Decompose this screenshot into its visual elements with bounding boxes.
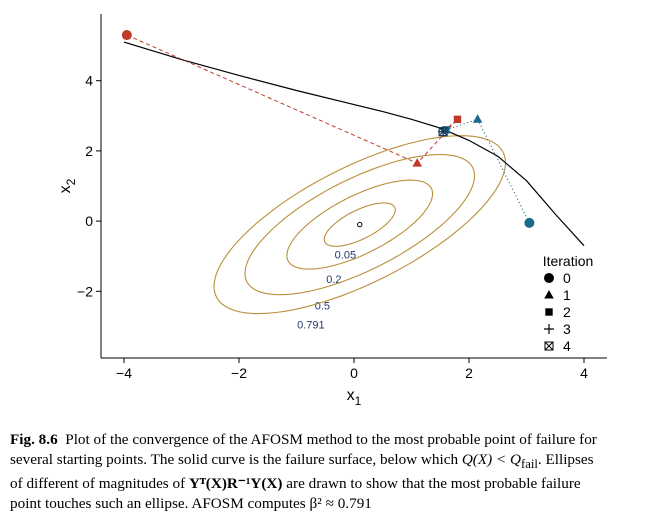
legend-label: 1	[563, 287, 571, 303]
caption-matrix-expr: Yᵀ(X)R⁻¹Y(X)	[188, 475, 283, 493]
y-tick-label: 4	[85, 73, 93, 89]
ellipse-center-marker	[357, 221, 363, 228]
caption-q-sub: fail	[521, 457, 538, 472]
y-axis-label: x2	[57, 178, 78, 193]
iteration-marker	[524, 217, 535, 228]
iteration-marker	[412, 158, 423, 167]
legend-marker	[544, 273, 554, 283]
caption-label: Fig. 8.6	[10, 431, 58, 448]
iteration-marker	[438, 127, 448, 137]
x-axis-label-subscript: 1	[355, 394, 362, 408]
legend-label: 3	[563, 321, 571, 337]
caption-line3-start: of different of magnitudes of	[10, 475, 189, 493]
x-tick-label: 4	[580, 365, 588, 381]
legend-marker	[544, 324, 554, 334]
x-tick-label: 2	[465, 365, 473, 381]
contour-label: 0.791	[297, 320, 325, 332]
y-tick-label: 0	[85, 213, 93, 229]
caption-q-expr: Q(X) < Q	[461, 451, 522, 468]
legend-marker	[545, 308, 553, 316]
y-tick-label: −2	[77, 283, 93, 299]
contour-ellipse	[244, 154, 476, 296]
caption-line1: Plot of the convergence of the AFOSM met…	[65, 431, 597, 448]
x-tick-label: −4	[116, 365, 132, 381]
y-axis-label-subscript: 2	[64, 178, 78, 185]
y-tick-label: 2	[85, 143, 93, 159]
contour-ellipse	[286, 179, 434, 270]
iteration-marker	[472, 114, 483, 123]
legend-marker	[544, 341, 554, 351]
legend-title: Iteration	[543, 253, 594, 269]
iteration-marker	[121, 30, 132, 41]
legend-label: 4	[563, 338, 571, 354]
contour-ellipse	[323, 202, 396, 247]
afosm-convergence-chart: −4 −2 0 2 4−2024x1x20.050.20.50.791Iteration…	[57, 14, 607, 408]
plot-area: −4 −2 0 2 4−2024x1x20.050.20.50.791Iteration…	[57, 14, 607, 408]
y-axis-label-group: x2	[57, 178, 78, 193]
iteration-path-line	[126, 34, 458, 164]
caption-line2-end: . Ellipses	[537, 451, 594, 468]
caption-line4: point touches such an ellipse. AFOSM com…	[10, 495, 372, 513]
caption-line2: several starting points. The solid curve…	[10, 451, 462, 468]
iteration-marker	[442, 126, 450, 134]
x-tick-label: 0	[350, 365, 358, 381]
failure-surface-curve	[123, 41, 585, 247]
figure-caption: Fig. 8.6 Plot of the convergence of the …	[10, 430, 653, 514]
caption-line3-end: are drawn to show that the most probable…	[282, 475, 581, 493]
iteration-marker	[453, 115, 462, 124]
contour-ellipse	[213, 135, 507, 315]
legend-label: 0	[563, 270, 571, 286]
legend-marker	[544, 290, 554, 299]
x-tick-label: −2	[231, 365, 247, 381]
contour-label: 0.05	[335, 249, 356, 261]
x-axis-label: x1	[347, 387, 362, 408]
legend-label: 2	[563, 304, 571, 320]
